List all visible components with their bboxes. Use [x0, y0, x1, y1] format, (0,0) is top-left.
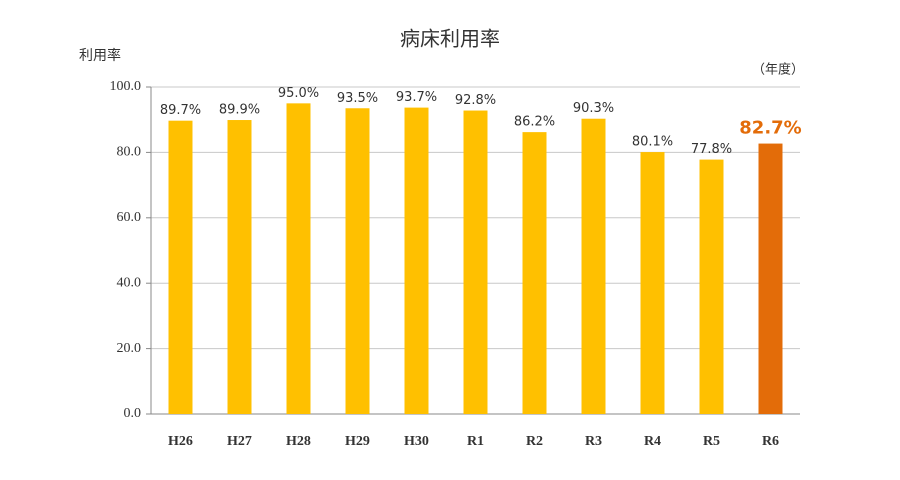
bar	[699, 159, 724, 414]
bar	[227, 120, 252, 414]
x-tick-label: R1	[467, 434, 484, 449]
value-label: 89.9%	[219, 103, 260, 118]
bar	[758, 143, 783, 415]
y-tick-label: 40.0	[117, 275, 142, 290]
x-tick-label: H28	[286, 434, 311, 449]
bar	[286, 103, 311, 414]
bar	[463, 110, 488, 414]
value-label: 95.0%	[278, 86, 319, 101]
value-label: 80.1%	[632, 135, 673, 150]
y-tick-label: 80.0	[117, 145, 142, 160]
x-tick-label: R3	[585, 434, 602, 449]
x-tick-label: R6	[762, 434, 779, 449]
value-label: 93.5%	[337, 91, 378, 106]
x-tick-label: H27	[227, 434, 252, 449]
bar	[168, 120, 193, 414]
y-axis-label: 利用率	[79, 47, 121, 64]
y-tick-label: 60.0	[117, 210, 142, 225]
bar	[522, 132, 547, 414]
y-tick-label: 0.0	[124, 406, 142, 421]
bar	[581, 118, 606, 415]
x-tick-label: H26	[168, 434, 193, 449]
x-tick-label: R5	[703, 434, 720, 449]
x-tick-label: R2	[526, 434, 543, 449]
value-label: 77.8%	[691, 142, 732, 157]
value-label: 92.8%	[455, 93, 496, 108]
x-tick-label: R4	[644, 434, 661, 449]
bar	[404, 107, 429, 414]
value-label: 89.7%	[160, 103, 201, 118]
y-tick-label: 20.0	[117, 341, 142, 356]
value-label: 86.2%	[514, 115, 555, 130]
x-tick-label: H29	[345, 434, 370, 449]
x-unit-label: （年度）	[752, 62, 804, 78]
bar	[640, 152, 665, 414]
bar	[345, 108, 370, 414]
y-tick-label: 100.0	[110, 79, 142, 94]
value-label: 90.3%	[573, 101, 614, 116]
value-label: 93.7%	[396, 90, 437, 105]
x-tick-label: H30	[404, 434, 429, 449]
chart-title: 病床利用率	[400, 27, 500, 51]
value-label: 82.7%	[739, 118, 801, 139]
